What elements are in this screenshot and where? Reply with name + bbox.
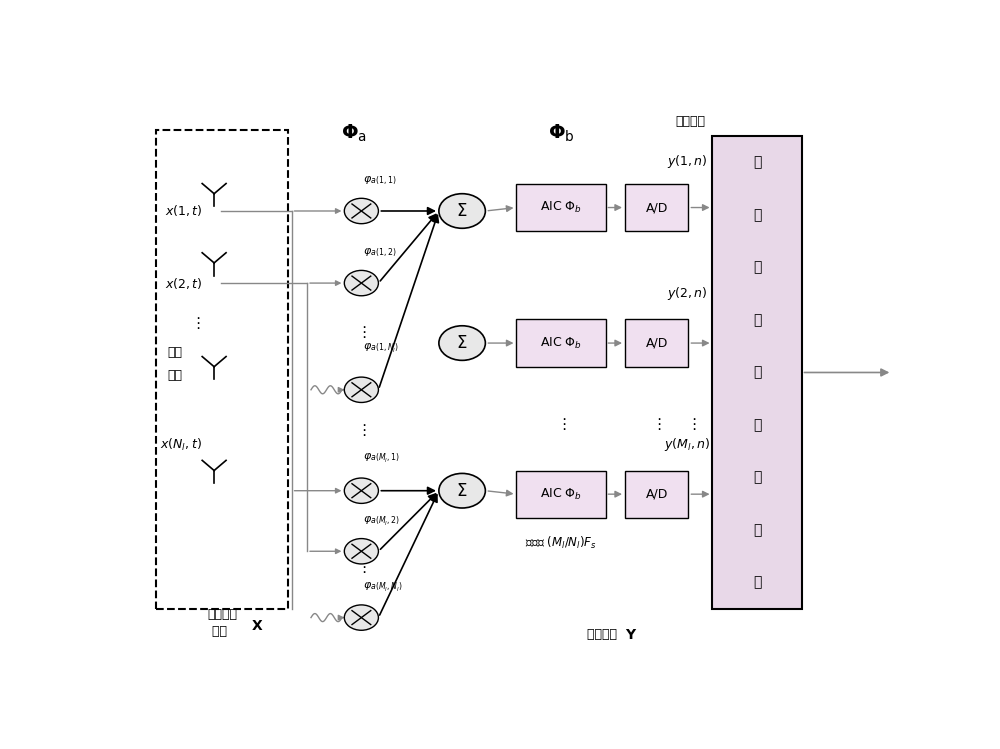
Text: $\mathbf{Y}$: $\mathbf{Y}$ (625, 628, 637, 642)
Text: AIC $\Phi_b$: AIC $\Phi_b$ (540, 487, 582, 502)
Circle shape (439, 194, 485, 228)
FancyBboxPatch shape (625, 184, 688, 231)
Text: 数字信号: 数字信号 (676, 115, 706, 128)
Text: $\vdots$: $\vdots$ (356, 422, 367, 438)
Text: AIC $\Phi_b$: AIC $\Phi_b$ (540, 200, 582, 215)
Text: 维: 维 (753, 418, 761, 432)
Text: $\vdots$: $\vdots$ (356, 559, 367, 574)
Text: 采样率 $(M_l/N_l)F_s$: 采样率 $(M_l/N_l)F_s$ (525, 535, 597, 551)
Text: $y(M_l,n)$: $y(M_l,n)$ (664, 436, 710, 453)
Text: $x(1,t)$: $x(1,t)$ (165, 204, 203, 219)
Text: $\mathbf{\Phi}_\mathrm{b}$: $\mathbf{\Phi}_\mathrm{b}$ (548, 123, 575, 144)
Text: $\varphi_{a(M_l,N_l)}$: $\varphi_{a(M_l,N_l)}$ (363, 580, 402, 593)
Text: 带: 带 (753, 207, 761, 222)
Text: $\mathbf{X}$: $\mathbf{X}$ (251, 619, 263, 633)
Text: A/D: A/D (645, 336, 668, 350)
Text: $\varphi_{a(M_l,2)}$: $\varphi_{a(M_l,2)}$ (363, 515, 400, 527)
Text: 估: 估 (753, 523, 761, 537)
Text: $\vdots$: $\vdots$ (651, 416, 662, 432)
Text: $\vdots$: $\vdots$ (686, 416, 696, 432)
Text: A/D: A/D (645, 201, 668, 214)
Text: $\Sigma$: $\Sigma$ (456, 202, 468, 220)
Circle shape (344, 478, 378, 503)
Circle shape (439, 326, 485, 360)
Circle shape (344, 377, 378, 402)
FancyBboxPatch shape (712, 136, 802, 609)
Text: 输入信号
矩阵: 输入信号 矩阵 (207, 608, 237, 638)
Text: 宽: 宽 (753, 155, 761, 169)
Text: 二: 二 (753, 366, 761, 380)
Text: 观测矩阵: 观测矩阵 (587, 628, 621, 641)
Text: A/D: A/D (645, 488, 668, 500)
Text: 空: 空 (753, 261, 761, 274)
Text: $\varphi_{a(1,2)}$: $\varphi_{a(1,2)}$ (363, 246, 396, 258)
FancyBboxPatch shape (625, 319, 688, 367)
Text: $y(2,n)$: $y(2,n)$ (667, 285, 707, 302)
Text: 信号: 信号 (168, 369, 183, 382)
Circle shape (344, 198, 378, 224)
Circle shape (344, 270, 378, 296)
Circle shape (344, 605, 378, 630)
Text: AIC $\Phi_b$: AIC $\Phi_b$ (540, 336, 582, 351)
FancyBboxPatch shape (516, 319, 606, 367)
Text: $\vdots$: $\vdots$ (457, 348, 467, 363)
Circle shape (439, 473, 485, 508)
Text: $\Sigma$: $\Sigma$ (456, 334, 468, 352)
Text: $\varphi_{a(M_l,1)}$: $\varphi_{a(M_l,1)}$ (363, 451, 400, 464)
Text: 模拟: 模拟 (168, 346, 183, 359)
Text: $\varphi_{a(1,1)}$: $\varphi_{a(1,1)}$ (363, 175, 396, 187)
Text: $\mathbf{\Phi}_\mathrm{a}$: $\mathbf{\Phi}_\mathrm{a}$ (341, 123, 367, 144)
Text: $\vdots$: $\vdots$ (356, 324, 367, 340)
Text: $\varphi_{a(1,N_l)}$: $\varphi_{a(1,N_l)}$ (363, 342, 399, 354)
Text: 计: 计 (753, 576, 761, 589)
Text: 频: 频 (753, 313, 761, 327)
Text: $\Sigma$: $\Sigma$ (456, 482, 468, 500)
FancyBboxPatch shape (516, 184, 606, 231)
Text: $\vdots$: $\vdots$ (556, 416, 567, 432)
Text: $x(N_l,t)$: $x(N_l,t)$ (160, 437, 202, 452)
Text: $\vdots$: $\vdots$ (190, 315, 200, 332)
Circle shape (344, 539, 378, 564)
FancyBboxPatch shape (516, 470, 606, 518)
Text: $y(1,n)$: $y(1,n)$ (667, 154, 707, 171)
Text: $x(2,t)$: $x(2,t)$ (165, 276, 203, 291)
FancyBboxPatch shape (625, 470, 688, 518)
Text: 谱: 谱 (753, 470, 761, 485)
